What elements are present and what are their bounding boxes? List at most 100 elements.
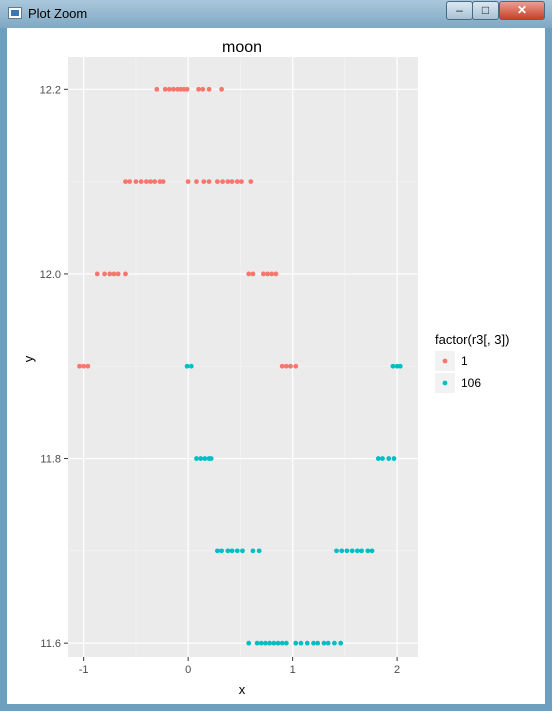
- data-point: [219, 86, 224, 92]
- data-point: [123, 271, 128, 277]
- x-tick-label: 2: [394, 664, 400, 676]
- data-point: [293, 640, 299, 646]
- data-point: [239, 179, 244, 185]
- data-point: [94, 271, 100, 277]
- data-point: [349, 548, 355, 554]
- y-tick-label: 11.6: [40, 638, 61, 650]
- data-point: [185, 179, 191, 185]
- scatter-chart: -1 0 1 2 11.6 11.8 12.0 12.2 moon x y factor(r3…: [21, 39, 509, 697]
- data-point: [220, 179, 226, 185]
- data-point: [369, 548, 375, 554]
- maximize-icon: □: [481, 3, 490, 17]
- data-point: [206, 179, 212, 185]
- data-point: [229, 548, 235, 554]
- data-point: [234, 548, 240, 554]
- data-point: [143, 179, 149, 185]
- data-point: [359, 548, 364, 554]
- data-point: [201, 179, 207, 185]
- plot-panel: [68, 57, 418, 657]
- data-point: [344, 548, 350, 554]
- data-point: [397, 363, 403, 369]
- data-point: [152, 179, 158, 185]
- data-point: [260, 271, 266, 277]
- app-window-icon: [8, 7, 22, 19]
- data-point: [380, 456, 385, 461]
- data-point: [293, 363, 299, 369]
- data-point: [215, 548, 220, 554]
- data-point: [246, 640, 252, 646]
- data-point: [265, 271, 270, 277]
- data-point: [123, 179, 128, 185]
- title-bar[interactable]: Plot Zoom ‒ □ ✕: [0, 0, 552, 28]
- data-point: [283, 363, 289, 369]
- data-point: [208, 456, 214, 461]
- data-point: [206, 86, 212, 92]
- data-point: [267, 640, 273, 646]
- plot-area: -1 0 1 2 11.6 11.8 12.0 12.2 moon x y factor(r3…: [7, 28, 545, 704]
- data-point: [258, 640, 264, 646]
- data-point: [138, 179, 144, 185]
- legend-title: factor(r3[, 3]): [435, 332, 509, 347]
- data-point: [250, 548, 256, 554]
- data-point: [365, 548, 371, 554]
- legend: factor(r3[, 3]) 1 106: [435, 332, 509, 393]
- data-point: [325, 640, 331, 646]
- data-point: [198, 456, 204, 461]
- data-point: [283, 640, 289, 646]
- data-point: [225, 179, 231, 185]
- data-point: [263, 640, 268, 646]
- data-point: [390, 363, 396, 369]
- minimize-button[interactable]: ‒: [446, 1, 473, 20]
- data-point: [127, 179, 133, 185]
- data-point: [250, 271, 256, 277]
- data-point: [288, 363, 293, 369]
- data-point: [279, 640, 285, 646]
- chart-title: moon: [222, 39, 262, 56]
- data-point: [160, 179, 166, 185]
- close-button[interactable]: ✕: [499, 1, 545, 20]
- data-point: [355, 548, 360, 554]
- maximize-button[interactable]: □: [472, 1, 499, 20]
- data-point: [166, 86, 172, 92]
- axes: -1 0 1 2 11.6 11.8 12.0 12.2: [40, 84, 401, 676]
- data-point: [339, 548, 345, 554]
- legend-entry-label: 106: [461, 376, 481, 390]
- data-point: [225, 548, 231, 554]
- legend-entry-label: 1: [461, 354, 468, 368]
- data-point: [194, 179, 199, 185]
- legend-key-point: [442, 358, 448, 364]
- data-point: [148, 179, 153, 185]
- data-points: [77, 86, 403, 646]
- data-point: [321, 640, 327, 646]
- data-point: [334, 548, 339, 554]
- data-point: [215, 179, 220, 185]
- data-point: [254, 640, 260, 646]
- data-point: [273, 271, 279, 277]
- data-point: [279, 363, 285, 369]
- data-point: [375, 456, 381, 461]
- window-title: Plot Zoom: [28, 6, 88, 21]
- data-point: [133, 179, 139, 185]
- data-point: [332, 640, 337, 646]
- data-point: [107, 271, 113, 277]
- data-point: [77, 363, 82, 369]
- grid-major: [68, 57, 418, 657]
- data-point: [188, 363, 194, 369]
- data-point: [269, 271, 275, 277]
- x-tick-label: 1: [290, 664, 296, 676]
- data-point: [115, 271, 121, 277]
- data-point: [171, 86, 176, 92]
- data-point: [229, 179, 235, 185]
- minimize-icon: ‒: [456, 3, 463, 17]
- data-point: [102, 271, 107, 277]
- data-point: [194, 456, 199, 461]
- data-point: [219, 548, 224, 554]
- data-point: [234, 179, 240, 185]
- data-point: [275, 640, 281, 646]
- y-tick-label: 12.2: [40, 84, 61, 96]
- data-point: [202, 456, 208, 461]
- data-point: [162, 86, 168, 92]
- legend-key-point: [442, 380, 448, 386]
- data-point: [256, 548, 262, 554]
